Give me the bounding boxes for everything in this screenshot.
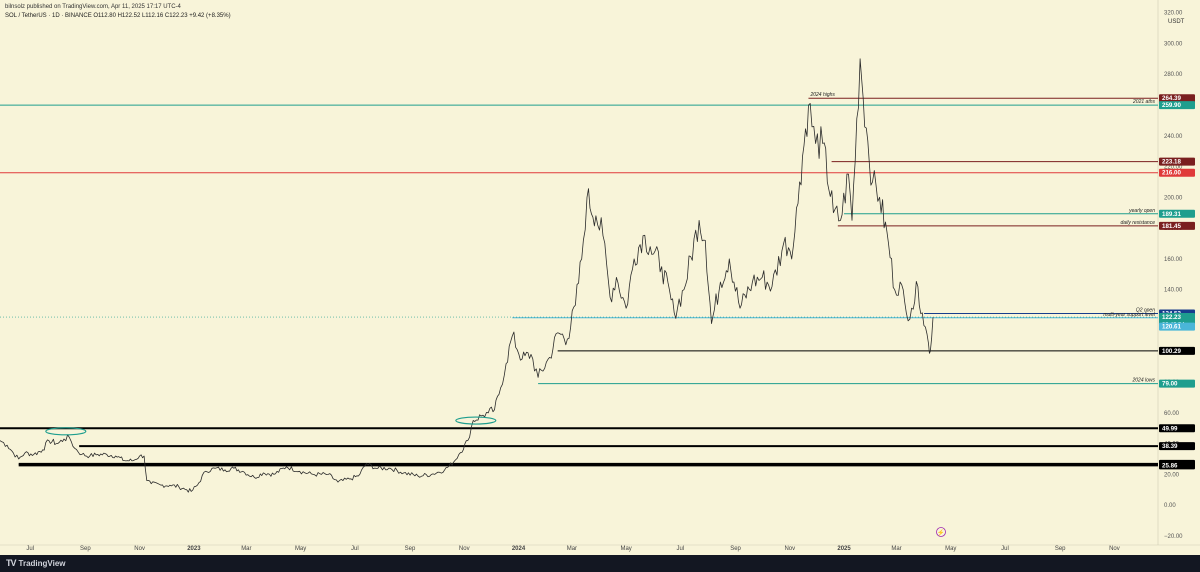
price-tag-text: 259.90 bbox=[1162, 102, 1181, 109]
y-tick-label: 300.00 bbox=[1164, 41, 1183, 47]
x-tick-label: 2024 bbox=[512, 546, 526, 552]
x-tick-label: May bbox=[945, 546, 956, 552]
annotation-ellipse bbox=[455, 416, 497, 425]
price-tag-bg bbox=[1159, 461, 1195, 470]
y-tick-label: 200.00 bbox=[1164, 195, 1183, 201]
price-tag-text: 223.18 bbox=[1162, 159, 1181, 166]
price-tag-bg bbox=[1159, 346, 1195, 355]
y-tick-label: 280.00 bbox=[1164, 72, 1183, 78]
x-tick-label: Sep bbox=[80, 546, 91, 552]
price-tag-text: 216.00 bbox=[1162, 170, 1181, 177]
level-annotation: multi-year support level bbox=[1103, 312, 1156, 318]
x-tick-label: Nov bbox=[1109, 546, 1120, 552]
price-tag-bg bbox=[1159, 442, 1195, 451]
chart-header: bilnsolz published on TradingView.com, A… bbox=[5, 3, 231, 21]
level-annotation: daily resistance bbox=[1121, 220, 1156, 226]
event-marker-glyph: ⚡ bbox=[937, 529, 944, 537]
level-annotation: yearly open bbox=[1128, 208, 1155, 214]
current-price-tag-text: 120.61 bbox=[1162, 324, 1181, 331]
x-tick-label: Sep bbox=[405, 546, 416, 552]
level-annotation: 2021 aths bbox=[1132, 99, 1155, 105]
price-tag-bg bbox=[1159, 379, 1195, 388]
x-tick-label: Sep bbox=[730, 546, 741, 552]
x-tick-label: Jul bbox=[677, 546, 685, 552]
y-tick-label: 20.00 bbox=[1164, 472, 1180, 478]
x-tick-label: Nov bbox=[134, 546, 145, 552]
y-tick-label: 0.00 bbox=[1164, 503, 1176, 509]
x-tick-label: May bbox=[295, 546, 306, 552]
y-tick-label: 220.00 bbox=[1164, 165, 1183, 171]
price-tag-bg bbox=[1159, 221, 1195, 230]
tradingview-brand: TradingView bbox=[18, 559, 66, 568]
x-tick-label: Sep bbox=[1055, 546, 1066, 552]
level-annotation: 2024 lows bbox=[1131, 378, 1155, 384]
x-tick-label: Nov bbox=[459, 546, 470, 552]
price-tag-text: 181.45 bbox=[1162, 223, 1181, 230]
x-tick-label: Jul bbox=[1001, 546, 1009, 552]
y-tick-label: 60.00 bbox=[1164, 411, 1180, 417]
price-tag-bg bbox=[1159, 94, 1195, 103]
symbol-info-line[interactable]: SOL / TetherUS · 1D · BINANCE O112.80 H1… bbox=[5, 13, 231, 19]
x-tick-label: 2025 bbox=[837, 546, 851, 552]
tradingview-logo-icon: TV bbox=[6, 558, 16, 568]
price-tag-text: 38.39 bbox=[1162, 443, 1178, 450]
y-tick-label: 140.00 bbox=[1164, 288, 1183, 294]
y-tick-label: 320.00 bbox=[1164, 11, 1183, 17]
event-marker-icon bbox=[936, 527, 946, 537]
x-tick-label: Jul bbox=[26, 546, 34, 552]
current-price-tag-bg bbox=[1159, 322, 1195, 331]
x-tick-label: Nov bbox=[784, 546, 795, 552]
x-tick-label: 2023 bbox=[187, 546, 201, 552]
price-tag-text: 49.99 bbox=[1162, 425, 1178, 432]
price-chart[interactable]: USDT−20.000.0020.0040.0060.0080.00100.00… bbox=[0, 0, 1200, 555]
price-series-line bbox=[0, 58, 934, 493]
price-tag-bg bbox=[1159, 168, 1195, 177]
price-axis-unit: USDT bbox=[1168, 19, 1185, 25]
x-tick-label: Mar bbox=[241, 546, 251, 552]
price-tag-bg bbox=[1159, 424, 1195, 433]
annotation-ellipse bbox=[45, 427, 87, 436]
x-tick-label: Mar bbox=[891, 546, 901, 552]
level-annotation: Q2 open bbox=[1136, 308, 1155, 314]
price-tag-text: 189.31 bbox=[1162, 211, 1181, 218]
y-tick-label: 160.00 bbox=[1164, 257, 1183, 263]
price-tag-text: 100.29 bbox=[1162, 348, 1181, 355]
y-tick-label: 240.00 bbox=[1164, 134, 1183, 140]
price-tag-bg bbox=[1159, 209, 1195, 218]
current-price-tag-text: 122.23 bbox=[1162, 314, 1181, 321]
x-tick-label: Mar bbox=[567, 546, 577, 552]
tradingview-logo[interactable]: TV TradingView bbox=[6, 558, 66, 568]
x-tick-label: May bbox=[620, 546, 631, 552]
publisher-line: bilnsolz published on TradingView.com, A… bbox=[5, 4, 181, 10]
price-tag-text: 25.86 bbox=[1162, 462, 1178, 469]
price-tag-text: 264.39 bbox=[1162, 95, 1181, 102]
price-tag-bg bbox=[1159, 157, 1195, 166]
y-tick-label: −20.00 bbox=[1164, 534, 1183, 540]
footer-bar: TV TradingView bbox=[0, 555, 1200, 572]
price-tag-bg bbox=[1159, 101, 1195, 110]
price-tag-text: 79.00 bbox=[1162, 381, 1178, 388]
x-tick-label: Jul bbox=[351, 546, 359, 552]
level-annotation: 2024 highs bbox=[809, 92, 835, 98]
